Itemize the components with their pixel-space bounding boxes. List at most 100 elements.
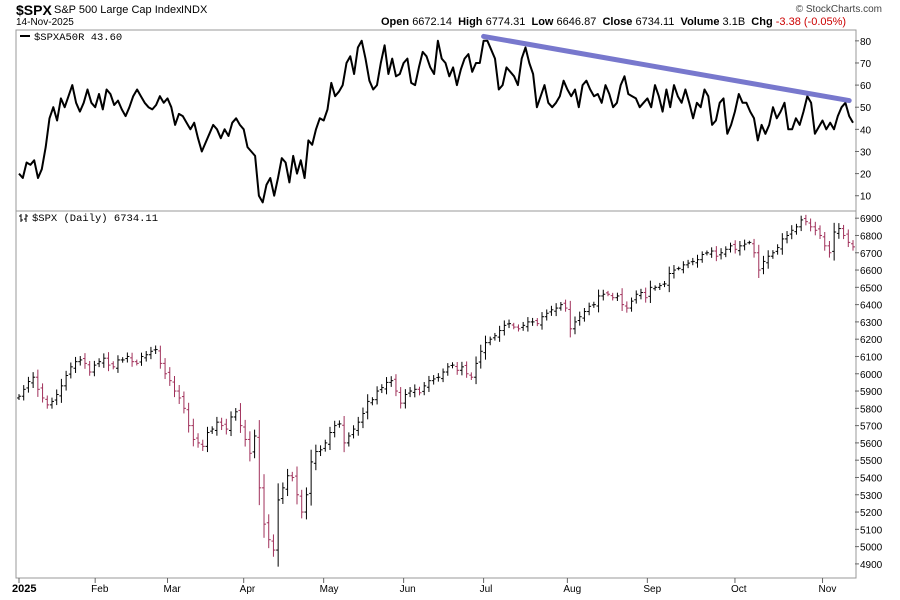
ohlc-bar	[280, 482, 285, 504]
ohlc-bar	[318, 445, 323, 457]
ohlc-bar	[591, 301, 596, 308]
ohlc-bar	[73, 356, 78, 373]
ohlc-bar	[252, 429, 257, 459]
ohlc-bar	[205, 426, 210, 453]
ohlc-bar	[441, 368, 446, 383]
ohlc-bar	[134, 359, 139, 366]
price-y-tick-label: 5900	[860, 387, 883, 398]
x-tick-label: Nov	[819, 584, 837, 595]
price-y-tick-label: 5800	[860, 404, 883, 415]
x-tick-label: Oct	[731, 584, 747, 595]
ohlc-bar	[196, 433, 201, 448]
ohlc-bar	[535, 318, 540, 327]
ohlc-bar	[671, 265, 676, 279]
ohlc-bar	[158, 345, 163, 369]
ohlc-bar-series	[17, 214, 855, 567]
ohlc-bar	[700, 251, 705, 263]
ohlc-bar	[290, 471, 295, 482]
ohlc-bar	[525, 317, 530, 332]
x-tick-label: Mar	[164, 584, 182, 595]
ohlc-bar	[549, 305, 554, 316]
ohlc-bar	[49, 397, 54, 409]
ohlc-bar	[558, 302, 563, 311]
ohlc-bar	[601, 289, 606, 301]
change-label: Chg	[751, 16, 773, 28]
ohlc-bar	[327, 426, 332, 450]
price-y-tick-label: 5600	[860, 439, 883, 450]
ohlc-bar	[629, 297, 634, 312]
price-y-axis: 4900 5000 5100 5200 5300 5400 5500 5600 5700 5800…	[855, 214, 883, 571]
ohlc-bar	[836, 223, 841, 239]
ohlc-bar	[577, 311, 582, 326]
ohlc-bar	[247, 431, 252, 462]
ohlc-bar	[615, 292, 620, 301]
ohlc-bar	[360, 407, 365, 429]
price-y-tick-label: 6300	[860, 318, 883, 329]
ohlc-bar	[620, 288, 625, 311]
ohlc-bar	[643, 287, 648, 303]
ohlc-bar	[488, 336, 493, 346]
price-y-tick-label: 5400	[860, 473, 883, 484]
ohlc-bar	[737, 241, 742, 256]
close-label: Close	[602, 16, 633, 28]
ohlc-bar	[285, 468, 290, 497]
ohlc-bar	[587, 302, 592, 316]
indicator-y-tick-label: 20	[860, 170, 872, 181]
price-y-tick-label: 4900	[860, 560, 883, 571]
ohlc-bar	[478, 344, 483, 369]
ohlc-bar	[582, 308, 587, 322]
ohlc-bar	[431, 375, 436, 385]
ohlc-bar	[393, 374, 398, 397]
ohlc-bar	[40, 383, 45, 403]
price-y-tick-label: 5100	[860, 525, 883, 536]
high-label: High	[458, 16, 483, 28]
indicator-y-tick-label: 50	[860, 103, 872, 114]
ohlc-bar	[313, 444, 318, 471]
ohlc-bar	[507, 319, 512, 329]
price-panel-frame	[15, 210, 857, 579]
ohlc-bar	[686, 259, 691, 269]
x-tick-label: Apr	[240, 584, 256, 595]
ohlc-bar	[723, 246, 728, 258]
ohlc-bar	[766, 250, 771, 269]
ohlc-bar	[770, 250, 775, 259]
ohlc-bar	[78, 356, 83, 366]
indicator-y-tick-label: 10	[860, 192, 872, 203]
ohlc-bar	[210, 426, 215, 434]
ohlc-bar	[375, 386, 380, 405]
ohlc-bar	[115, 355, 120, 373]
ohlc-bar	[21, 385, 26, 401]
ohlc-bar	[469, 372, 474, 380]
ohlc-bar	[130, 352, 135, 367]
ohlc-bar	[733, 240, 738, 254]
ohlc-bar	[530, 317, 535, 326]
ohlc-bar	[634, 290, 639, 304]
ohlc-bar	[153, 345, 158, 354]
ohlc-bar	[26, 376, 31, 393]
ohlc-bar	[97, 358, 102, 368]
ohlc-bar	[459, 361, 464, 376]
ohlc-bar	[144, 351, 149, 362]
ohlc-bar	[483, 335, 488, 360]
ohlc-bar	[657, 282, 662, 291]
ohlc-bar	[422, 382, 427, 396]
ohlc-bar	[785, 231, 790, 244]
ohlc-bar	[445, 363, 450, 376]
breadth-line-series	[18, 39, 854, 204]
ohlc-bar	[563, 299, 568, 312]
price-y-tick-label: 6000	[860, 370, 883, 381]
ohlc-bar	[803, 214, 808, 226]
ohlc-bar	[389, 376, 394, 387]
x-tick-label: Jun	[400, 584, 416, 595]
ohlc-bar	[573, 316, 577, 335]
ohlc-bar	[139, 352, 144, 366]
ohlc-bar	[638, 288, 643, 300]
ohlc-bar	[610, 292, 615, 301]
indicator-y-tick-label: 30	[860, 147, 872, 158]
ohlc-bar	[59, 378, 64, 403]
ohlc-bar	[125, 352, 130, 363]
ohlc-bar	[827, 241, 832, 258]
ohlc-bar	[54, 389, 59, 406]
ohlc-bar	[148, 346, 153, 360]
